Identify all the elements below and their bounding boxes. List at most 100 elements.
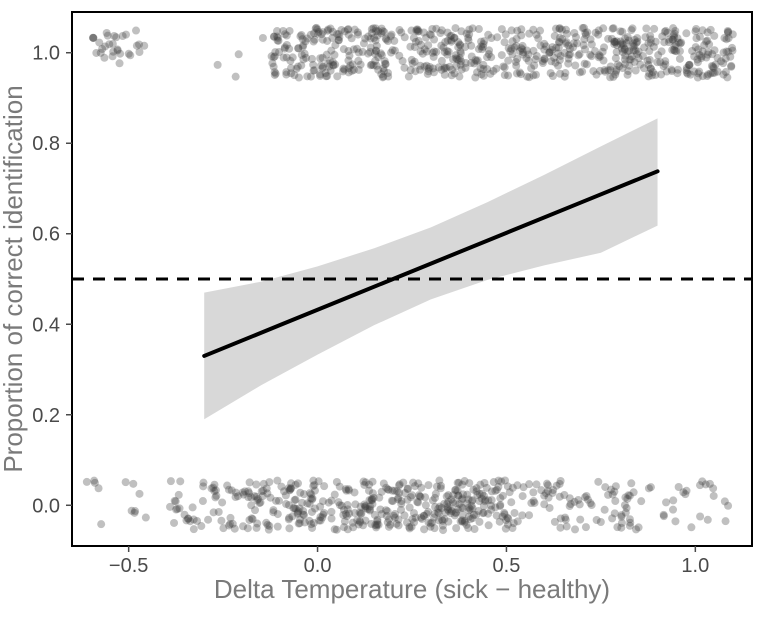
data-point	[628, 24, 636, 32]
data-point	[360, 478, 368, 486]
data-point	[400, 64, 408, 72]
data-point	[600, 43, 608, 51]
data-point	[217, 517, 225, 525]
data-point	[351, 500, 359, 508]
data-point	[582, 523, 590, 531]
data-point	[273, 477, 281, 485]
data-point	[406, 43, 414, 51]
data-point	[529, 47, 537, 55]
data-point	[232, 73, 240, 81]
data-point	[710, 32, 718, 40]
data-point	[529, 71, 537, 79]
data-point	[483, 65, 491, 73]
data-point	[372, 37, 380, 45]
data-point	[176, 477, 184, 485]
data-point	[375, 494, 383, 502]
y-tick-label: 1.0	[32, 43, 60, 65]
data-point	[431, 524, 439, 532]
data-point	[369, 478, 377, 486]
data-point	[556, 70, 564, 78]
data-point	[586, 499, 594, 507]
data-point	[285, 524, 293, 532]
data-point	[167, 477, 175, 485]
data-point	[92, 49, 100, 57]
data-point	[703, 72, 711, 80]
data-point	[464, 524, 472, 532]
data-point	[682, 29, 690, 37]
data-point	[671, 517, 679, 525]
data-point	[498, 51, 506, 59]
data-point	[382, 36, 390, 44]
data-point	[672, 47, 680, 55]
data-point	[570, 29, 578, 37]
data-point	[310, 37, 318, 45]
data-point	[697, 54, 705, 62]
data-point	[385, 486, 393, 494]
data-point	[433, 483, 441, 491]
data-point	[491, 487, 499, 495]
data-point	[301, 518, 309, 526]
data-point	[264, 521, 272, 529]
data-point	[342, 510, 350, 518]
data-point	[420, 512, 428, 520]
data-point	[349, 519, 357, 527]
data-point	[319, 28, 327, 36]
data-point	[411, 58, 419, 66]
data-point	[468, 53, 476, 61]
data-point	[272, 497, 280, 505]
data-point	[628, 52, 636, 60]
data-point	[291, 496, 299, 504]
data-point	[621, 60, 629, 68]
data-point	[675, 483, 683, 491]
data-point	[259, 34, 267, 42]
y-tick-label: 0.4	[32, 314, 60, 336]
data-point	[335, 36, 343, 44]
data-point	[316, 503, 324, 511]
x-tick-label: −0.5	[109, 555, 148, 577]
data-point	[235, 50, 243, 58]
data-point	[244, 524, 252, 532]
data-point	[199, 479, 207, 487]
x-axis-label: Delta Temperature (sick − healthy)	[214, 574, 610, 604]
data-point	[282, 500, 290, 508]
data-point	[272, 70, 280, 78]
data-point	[324, 60, 332, 68]
data-point	[101, 42, 109, 50]
data-point	[687, 523, 695, 531]
data-point	[661, 57, 669, 65]
data-point	[410, 509, 418, 517]
data-point	[530, 62, 538, 70]
data-point	[576, 500, 584, 508]
data-point	[504, 521, 512, 529]
data-point	[273, 27, 281, 35]
data-point	[547, 57, 555, 65]
data-point	[310, 29, 318, 37]
data-point	[434, 505, 442, 513]
data-point	[103, 29, 111, 37]
data-point	[417, 484, 425, 492]
data-point	[699, 26, 707, 34]
data-point	[283, 32, 291, 40]
data-point	[571, 525, 579, 533]
data-point	[566, 50, 574, 58]
data-point	[452, 524, 460, 532]
data-point	[587, 35, 595, 43]
data-point	[334, 498, 342, 506]
data-point	[410, 518, 418, 526]
data-point	[514, 517, 522, 525]
data-point	[444, 518, 452, 526]
data-point	[327, 47, 335, 55]
data-point	[355, 66, 363, 74]
data-point	[540, 492, 548, 500]
data-point	[668, 66, 676, 74]
data-point	[345, 486, 353, 494]
data-point	[694, 74, 702, 82]
data-point	[414, 498, 422, 506]
data-point	[531, 499, 539, 507]
data-point	[366, 48, 374, 56]
data-point	[475, 497, 483, 505]
data-point	[549, 72, 557, 80]
data-point	[601, 506, 609, 514]
data-point	[485, 521, 493, 529]
data-point	[308, 524, 316, 532]
